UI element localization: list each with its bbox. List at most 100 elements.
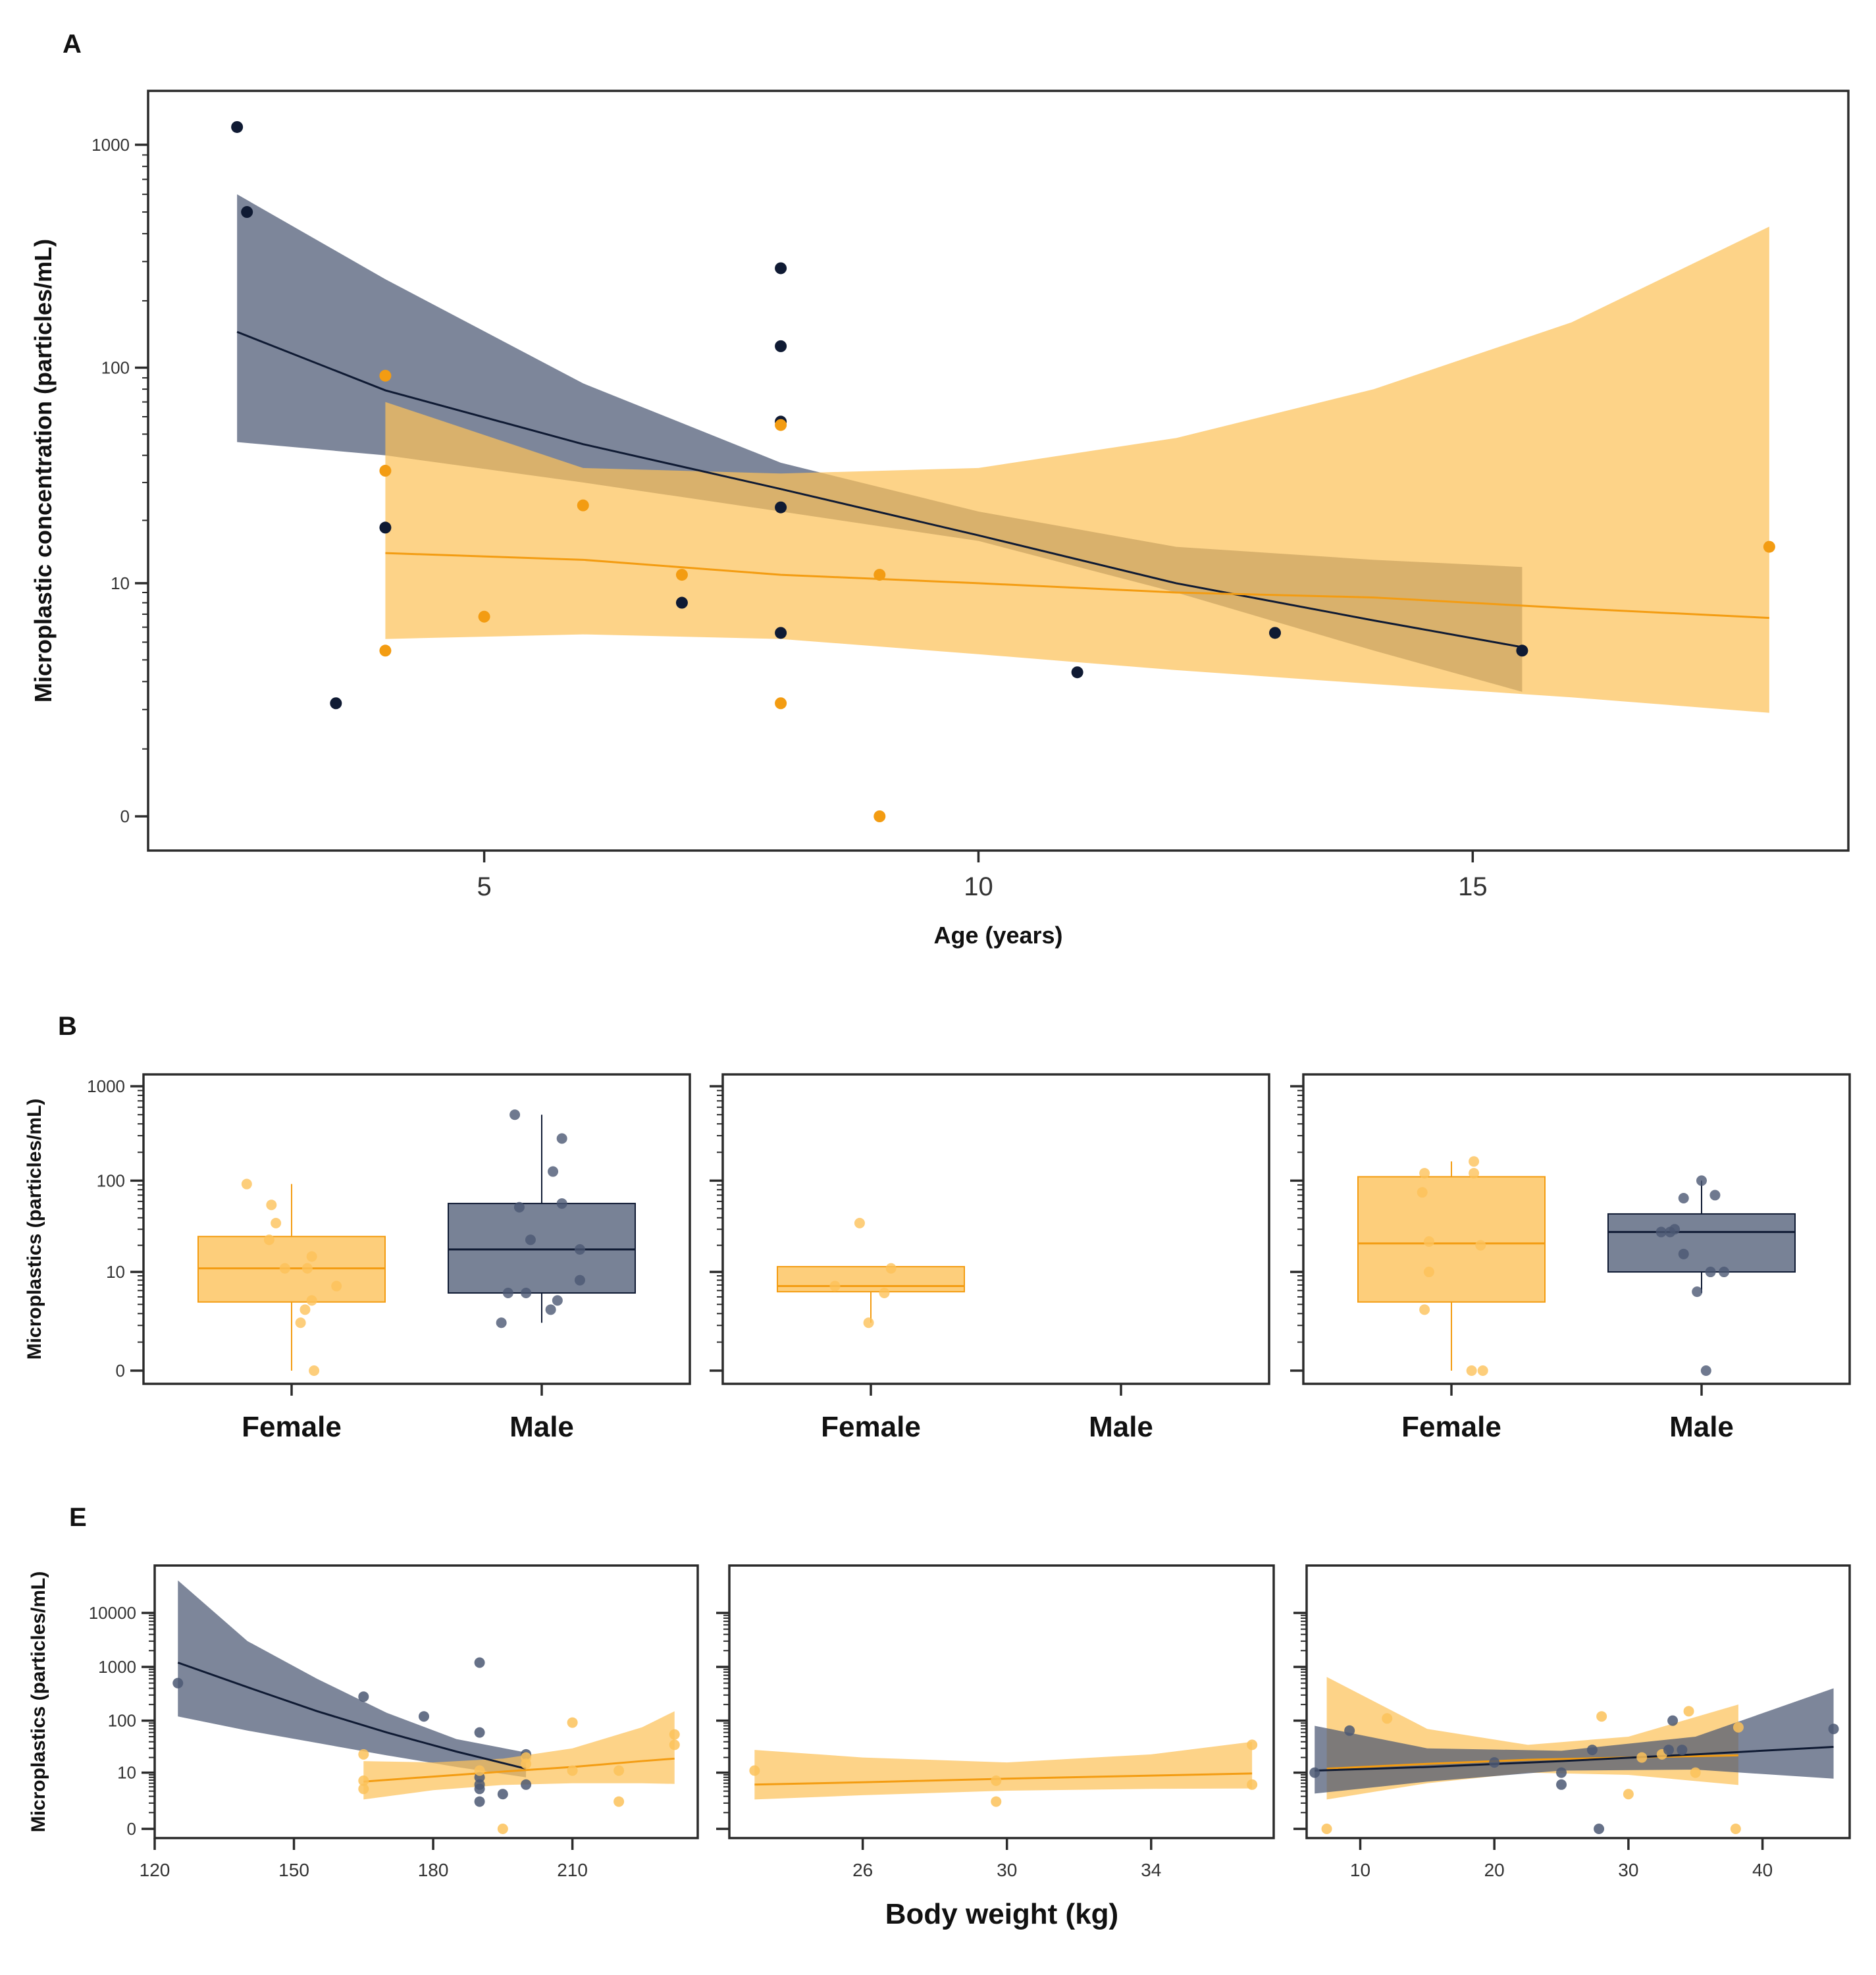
panel-e-x-tick-label: 30 (997, 1860, 1017, 1880)
box-jitter-point (301, 1263, 313, 1274)
panel-e-point (474, 1796, 485, 1807)
box-jitter-point (548, 1166, 559, 1177)
box-jitter-point (509, 1109, 521, 1120)
box-jitter-point (1678, 1192, 1689, 1203)
box-jitter-point (241, 1178, 252, 1190)
box-jitter-point (1423, 1236, 1434, 1247)
panel-e-point (613, 1765, 625, 1776)
panel-e-confidence-band (363, 1711, 675, 1800)
panel-e-point (567, 1765, 578, 1776)
panel-e-point (1690, 1767, 1701, 1778)
box-jitter-point (1678, 1248, 1689, 1259)
box-jitter-point (271, 1217, 282, 1228)
panel-e-x-tick-label: 210 (557, 1860, 588, 1880)
panel-a-point (775, 627, 787, 639)
panel-b-facet-3: Female Male (1290, 1073, 1851, 1443)
box-jitter-point (1469, 1168, 1480, 1179)
panel-e-point (172, 1677, 184, 1689)
panel-e-point (1321, 1824, 1332, 1834)
box-jitter-point (1417, 1187, 1428, 1198)
box-jitter-point (854, 1217, 865, 1228)
panel-b-facet-1: 0 10 100 1000 Female Male (87, 1073, 691, 1443)
panel-b-y-tick-label: 0 (116, 1361, 125, 1381)
panel-a-point (775, 340, 787, 352)
panel-a-point (775, 697, 787, 710)
panel-e-fit-line (1315, 1745, 1834, 1772)
panel-b-letter: B (58, 1012, 77, 1041)
panel-a-point (478, 610, 490, 623)
panel-e-y-tick-label: 100 (108, 1711, 136, 1731)
panel-e-point (1556, 1767, 1567, 1778)
panel-e-facet-2: 26 30 34 (716, 1564, 1275, 1880)
box-jitter-point (1700, 1365, 1711, 1376)
panel-a-x-tick-label: 15 (1458, 872, 1488, 901)
panel-e-point (474, 1657, 485, 1668)
panel-b-y-tick-label: 100 (97, 1171, 125, 1190)
box-jitter-point (502, 1287, 513, 1298)
panel-a-point (379, 521, 392, 534)
panel-a-point (379, 645, 392, 657)
panel-b-y-axis-title: Microplastics (particles/mL) (24, 1099, 45, 1360)
panel-a-point (775, 501, 787, 514)
panel-e-fit-line (754, 1772, 1253, 1786)
panel-a-y-tick-label: 0 (120, 806, 130, 826)
panel-a-confidence-band (385, 226, 1769, 713)
panel-e-x-tick-label: 40 (1752, 1860, 1773, 1880)
panel-b-category-label: Female (1401, 1411, 1501, 1443)
box-jitter-point (829, 1280, 841, 1292)
box-jitter-point (513, 1201, 525, 1213)
panel-e-facet-3: 10 20 30 40 (1293, 1564, 1851, 1880)
panel-a-point (1268, 627, 1281, 639)
box-jitter-point (1705, 1267, 1716, 1278)
panel-a-point (1763, 540, 1775, 553)
panel-e-y-axis-title: Microplastics (particles/mL) (28, 1571, 49, 1833)
panel-b-category-label: Male (509, 1411, 574, 1443)
panel-b-y-tick-label: 1000 (87, 1076, 125, 1096)
box-jitter-point (1719, 1267, 1730, 1278)
panel-e: 0 10 100 1000 10000 120 150 180 210 26 30 34 10 20 30 4… (28, 1564, 1851, 1930)
panel-e-point (1596, 1711, 1607, 1722)
box-jitter-point (1477, 1365, 1488, 1376)
box-jitter-point (1466, 1365, 1477, 1376)
box-jitter-point (1655, 1226, 1667, 1238)
panel-e-x-tick-label: 26 (852, 1860, 873, 1880)
panel-a-point (1071, 666, 1083, 679)
box-jitter-point (266, 1199, 277, 1211)
panel-e-frame (153, 1564, 699, 1839)
box-jitter-point (295, 1317, 306, 1329)
panel-e-point (1382, 1713, 1393, 1724)
panel-a-point (873, 569, 886, 581)
panel-e-x-axis-title: Body weight (kg) (885, 1898, 1118, 1930)
panel-a-fit-line (236, 330, 1523, 648)
panel-a-point (379, 369, 392, 382)
box-jitter-point (306, 1295, 317, 1306)
panel-e-point (1730, 1824, 1741, 1834)
panel-e-x-tick-label: 180 (418, 1860, 449, 1880)
panel-e-point (418, 1711, 429, 1722)
panel-a-x-axis-title: Age (years) (933, 922, 1062, 949)
panel-e-confidence-band (754, 1741, 1253, 1800)
panel-e-point (474, 1765, 485, 1776)
panel-e-confidence-band (178, 1580, 527, 1778)
panel-e-x-tick-label: 20 (1484, 1860, 1505, 1880)
box-jitter-point (309, 1365, 320, 1376)
panel-e-point (991, 1775, 1002, 1786)
panel-a-y-tick-label: 1000 (91, 135, 130, 155)
panel-e-point (1677, 1745, 1688, 1756)
panel-e-frame (1305, 1564, 1851, 1839)
panel-b-category-label: Male (1089, 1411, 1153, 1443)
panel-b-category-label: Female (821, 1411, 921, 1443)
panel-a-x-tick-label: 10 (964, 872, 993, 901)
panel-e-x-tick-label: 34 (1141, 1860, 1161, 1880)
panel-e-point (1667, 1715, 1679, 1726)
panel-e-point (1247, 1739, 1258, 1751)
panel-e-x-tick-label: 30 (1618, 1860, 1638, 1880)
panel-e-point (991, 1796, 1002, 1807)
panel-e-letter: E (69, 1503, 87, 1532)
box-jitter-point (1419, 1168, 1430, 1179)
box-jitter-point (574, 1244, 585, 1255)
panel-e-point (1586, 1745, 1598, 1756)
box-jitter-point (885, 1263, 897, 1274)
box-jitter-point (1692, 1286, 1703, 1298)
